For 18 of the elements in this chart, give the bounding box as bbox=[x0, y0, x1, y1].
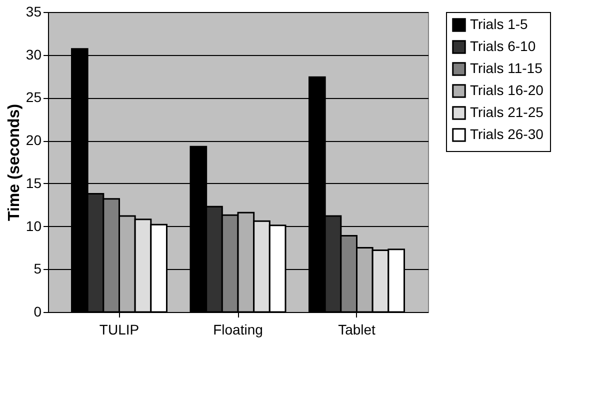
y-tick-label: 25 bbox=[26, 89, 42, 106]
legend-label: Trials 11-15 bbox=[470, 60, 543, 76]
x-tick-label: Tablet bbox=[338, 322, 376, 338]
y-tick-label: 30 bbox=[26, 46, 42, 62]
y-tick-label: 20 bbox=[26, 132, 42, 148]
legend-label: Trials 1-5 bbox=[470, 16, 528, 32]
y-tick-label: 5 bbox=[34, 260, 42, 277]
legend-label: Trials 26-30 bbox=[470, 126, 544, 142]
legend-label: Trials 21-25 bbox=[470, 104, 544, 120]
x-tick-label: Floating bbox=[213, 322, 263, 338]
y-tick-label: 15 bbox=[26, 174, 42, 191]
y-tick-label: 35 bbox=[26, 4, 42, 20]
x-tick-label: TULIP bbox=[99, 322, 140, 338]
y-tick-label: 10 bbox=[26, 218, 42, 234]
y-axis-title: Time (seconds) bbox=[6, 104, 23, 222]
legend-label: Trials 16-20 bbox=[470, 82, 544, 98]
y-tick-label: 0 bbox=[34, 304, 42, 320]
legend-label: Trials 6-10 bbox=[470, 38, 536, 54]
